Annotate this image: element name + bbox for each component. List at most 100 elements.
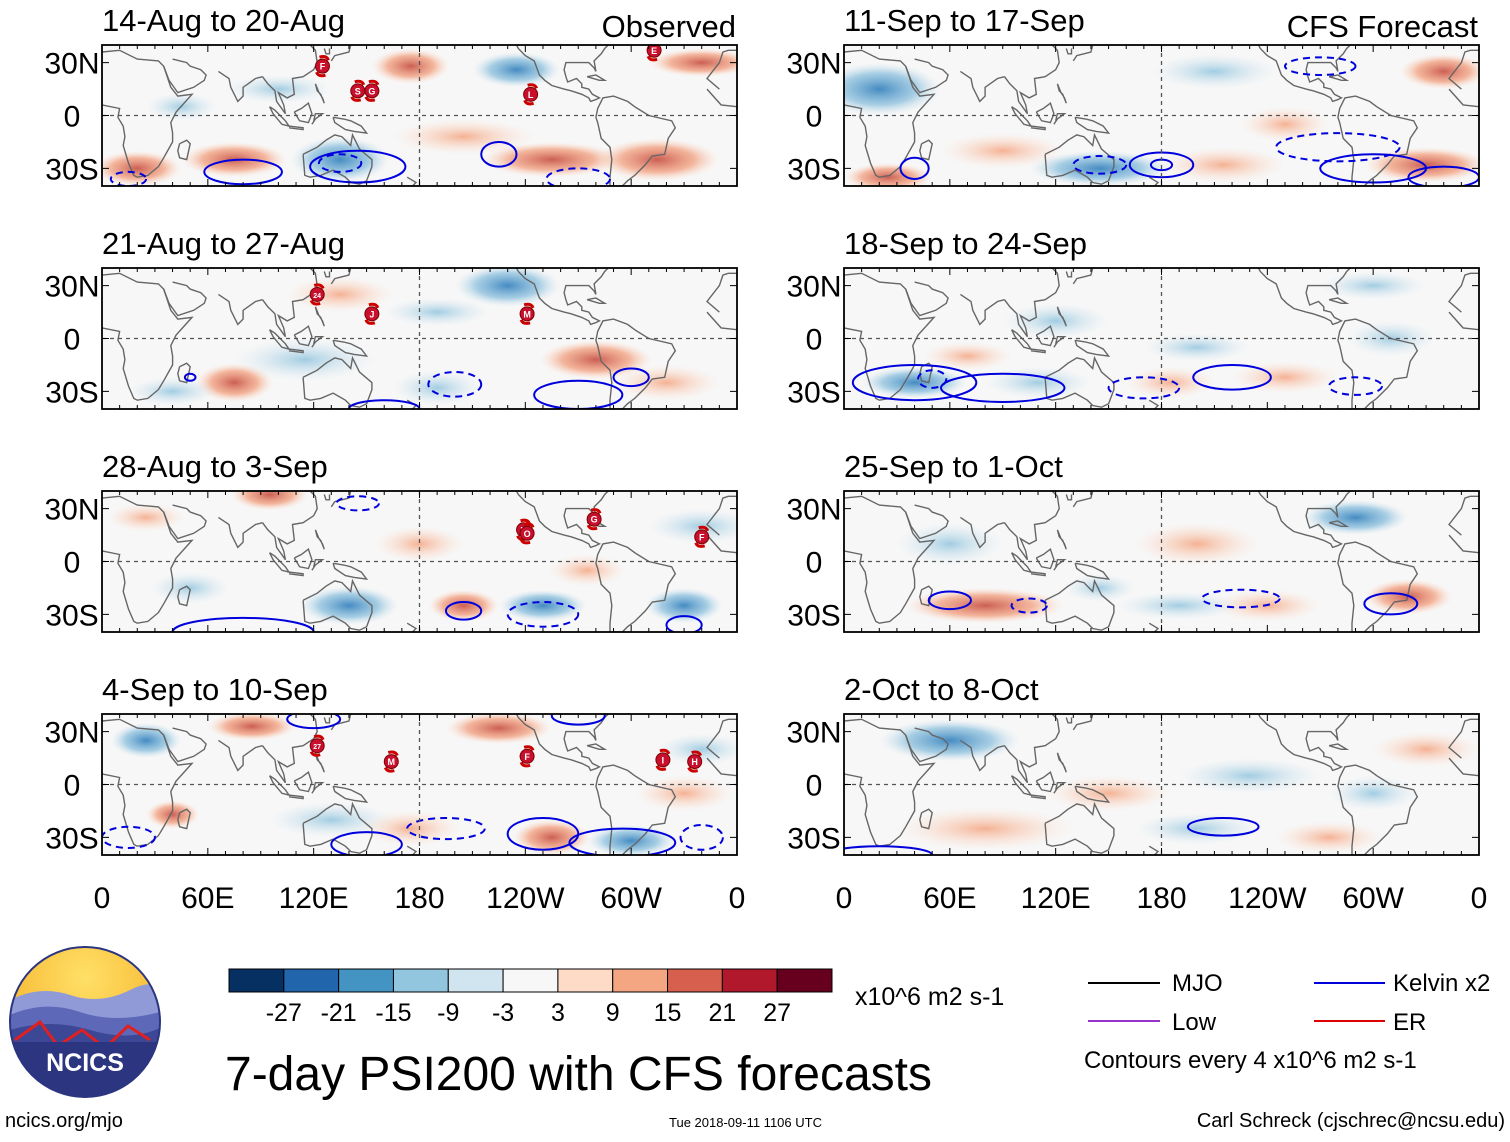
- y-tick-label: 30S: [787, 153, 840, 186]
- coastline: [302, 578, 373, 631]
- y-tick-label: 30S: [45, 153, 98, 186]
- colorbar-label: 9: [606, 999, 620, 1027]
- coastline: [1065, 717, 1073, 724]
- anomaly-blob: [1152, 53, 1277, 90]
- coastline: [1337, 318, 1419, 409]
- hurricane-marker-label: E: [651, 46, 657, 56]
- coastline: [314, 83, 325, 104]
- coastline: [706, 757, 737, 777]
- kelvin-contour: [940, 372, 1066, 403]
- hurricane-marker: F: [519, 745, 535, 768]
- coastline: [261, 491, 318, 561]
- y-tick-label: 0: [64, 324, 81, 357]
- x-tick-label: 0: [94, 882, 111, 915]
- anomaly-blob: [1143, 333, 1250, 362]
- coastline: [330, 491, 352, 508]
- x-tick-label: 60E: [923, 882, 976, 915]
- coastline: [302, 355, 373, 408]
- coastline: [314, 752, 325, 773]
- anomaly-blob: [146, 800, 200, 829]
- colorbar-swatch: [502, 968, 559, 993]
- coastline: [288, 794, 304, 800]
- kelvin-contour: [844, 845, 934, 855]
- colorbar-label: 21: [708, 999, 736, 1027]
- coastline: [844, 718, 936, 847]
- colorbar-swatch: [612, 968, 669, 993]
- anomaly-blob: [128, 377, 217, 406]
- hurricane-marker-label: O: [524, 529, 531, 539]
- coastline: [323, 494, 331, 501]
- hurricane-marker-label: L: [528, 90, 534, 100]
- coastline: [1257, 268, 1351, 326]
- coastline: [330, 45, 352, 62]
- y-tick-label: 0: [64, 770, 81, 803]
- coastline: [1053, 559, 1067, 571]
- y-tick-label: 0: [64, 101, 81, 134]
- anomaly-blob: [648, 48, 737, 77]
- anomaly-blob: [299, 586, 399, 625]
- kelvin-contour: [406, 816, 486, 841]
- coastline: [1056, 83, 1067, 104]
- coastline: [1072, 45, 1094, 62]
- x-tick-label: 0: [1471, 882, 1488, 915]
- footer-timestamp: Tue 2018-09-11 1106 UTC: [669, 1115, 822, 1130]
- anomaly-blob: [1126, 366, 1215, 399]
- hurricane-marker-label: F: [320, 62, 326, 72]
- coastline: [1044, 355, 1115, 408]
- hurricane-marker: I: [655, 748, 671, 771]
- kelvin-contour: [1283, 56, 1357, 76]
- colorbar: -27 -21 -15 -9 -3 3 9 15 21 27: [228, 968, 833, 1027]
- hurricane-marker: G: [586, 508, 602, 531]
- anomaly-blob: [1399, 53, 1479, 90]
- coastline: [1035, 102, 1055, 124]
- anomaly-blob: [1240, 106, 1330, 142]
- hurricane-marker: E: [646, 45, 662, 62]
- coastline: [314, 306, 325, 327]
- kelvin-contour: [1186, 816, 1260, 837]
- anomaly-blob: [428, 589, 499, 622]
- coastline: [177, 808, 191, 830]
- colorbar-swatch: [392, 968, 449, 993]
- coastline: [1003, 268, 1060, 338]
- coastline: [323, 271, 331, 278]
- colorbar-label: -21: [321, 999, 357, 1027]
- anomaly-blob: [1029, 150, 1171, 186]
- coastline: [1257, 45, 1351, 103]
- coastline: [595, 541, 677, 632]
- coastline: [163, 281, 207, 317]
- hurricane-marker: O: [519, 522, 535, 545]
- coastline: [330, 714, 352, 731]
- anomaly-blob: [548, 554, 626, 587]
- coastline: [706, 88, 737, 108]
- y-tick-label: 30N: [786, 271, 841, 304]
- coastline: [919, 585, 933, 607]
- hurricane-marker: S: [350, 79, 366, 102]
- colorbar-swatch: [667, 968, 723, 993]
- legend-label-kelvin: Kelvin x2: [1393, 970, 1490, 997]
- kelvin-contour: [171, 616, 315, 632]
- y-tick-label: 0: [806, 101, 823, 134]
- coastline: [586, 297, 608, 304]
- kelvin-contour: [286, 714, 342, 730]
- coastline: [163, 727, 207, 763]
- coastline: [102, 495, 194, 624]
- coastline: [960, 70, 1005, 103]
- kelvin-contour: [665, 615, 703, 632]
- x-tick-label: 60E: [181, 882, 234, 915]
- y-tick-label: 30N: [786, 48, 841, 81]
- y-tick-label: 30S: [45, 376, 98, 409]
- coastline: [311, 782, 325, 794]
- legend-label-er: ER: [1393, 1009, 1426, 1036]
- kelvin-contour: [550, 714, 606, 726]
- anomaly-blob: [844, 163, 933, 186]
- kelvin-contour: [612, 367, 650, 388]
- coastline: [1065, 271, 1073, 278]
- y-tick-label: 30S: [787, 376, 840, 409]
- coastline: [1328, 297, 1350, 304]
- coastline: [919, 139, 933, 161]
- footer-website[interactable]: ncics.org/mjo: [5, 1110, 123, 1132]
- chart-title: 7-day PSI200 with CFS forecasts: [225, 1048, 932, 1101]
